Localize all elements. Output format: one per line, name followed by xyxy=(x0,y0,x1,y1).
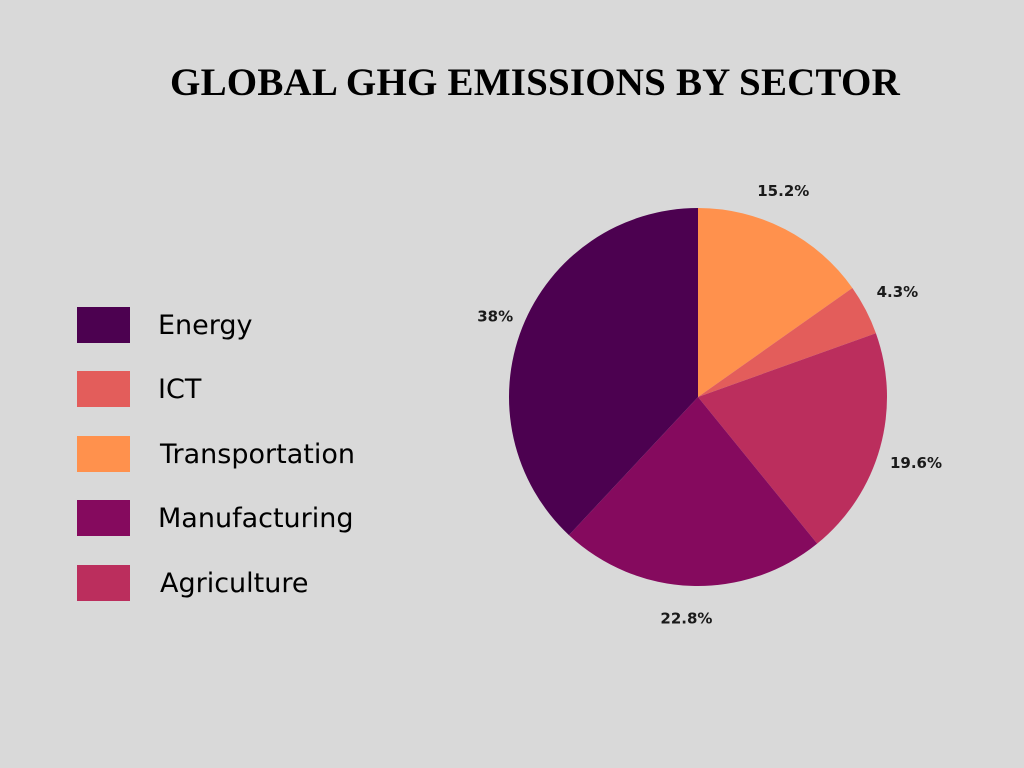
pie-label-agriculture: 19.6% xyxy=(890,454,942,472)
pie-slice-agriculture xyxy=(698,333,887,544)
legend-label-energy: Energy xyxy=(158,310,253,341)
pie-label-transportation: 15.2% xyxy=(757,182,809,200)
pie-slice-manufacturing xyxy=(568,397,818,586)
legend-item-ict: ICT xyxy=(77,371,407,407)
pie-label-manufacturing: 22.8% xyxy=(660,609,712,627)
legend-swatch-transportation xyxy=(77,436,130,472)
legend-item-energy: Energy xyxy=(77,307,407,343)
legend-swatch-energy xyxy=(77,307,130,343)
legend-item-manufacturing: Manufacturing xyxy=(77,500,407,536)
pie-slice-transportation xyxy=(698,208,853,397)
pie-label-energy: 38% xyxy=(477,307,513,325)
pie-slice-ict xyxy=(698,287,876,397)
legend-label-agriculture: Agriculture xyxy=(160,568,309,599)
legend-item-transportation: Transportation xyxy=(77,436,407,472)
legend-item-agriculture: Agriculture xyxy=(77,565,407,601)
chart-title: GLOBAL GHG EMISSIONS BY SECTOR xyxy=(170,61,900,104)
legend-label-transportation: Transportation xyxy=(160,439,355,470)
legend-swatch-manufacturing xyxy=(77,500,130,536)
legend-label-manufacturing: Manufacturing xyxy=(158,503,354,534)
legend-swatch-agriculture xyxy=(77,565,130,601)
legend-label-ict: ICT xyxy=(158,374,202,405)
pie-label-ict: 4.3% xyxy=(877,283,919,301)
pie-slice-energy xyxy=(509,208,698,536)
legend-swatch-ict xyxy=(77,371,130,407)
